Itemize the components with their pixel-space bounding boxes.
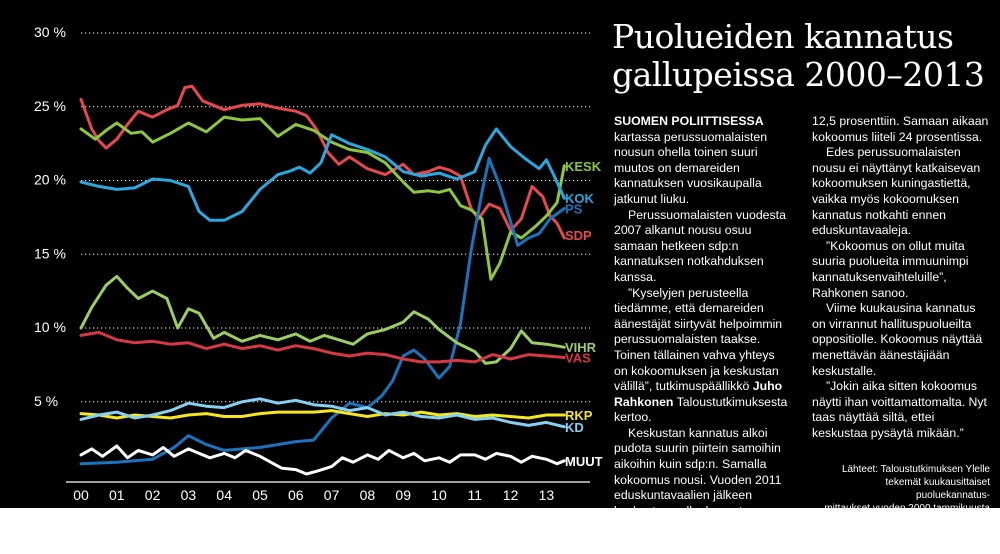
series-label-kok: KOK <box>565 191 595 206</box>
x-axis-ticks: 00 01 02 03 04 05 06 07 08 09 10 11 12 13 <box>73 487 554 503</box>
paragraph: Viime kuukausina kannatus on virrannut h… <box>812 301 983 378</box>
series-line-kd <box>79 397 566 429</box>
series-line-rkp <box>79 409 566 420</box>
x-tick-label: 02 <box>145 487 161 503</box>
series-label-kesk: KESK <box>565 159 602 174</box>
paragraph: SUOMEN POLIITTISESSA kartassa perussuoma… <box>614 114 790 208</box>
x-tick-label: 05 <box>252 487 268 503</box>
series-label-sdp: SDP <box>565 228 592 243</box>
article: Puolueiden kannatus gallupeissa 2000–201… <box>612 18 992 554</box>
sources-line: lähtien ja oikeusministeriön Muutosvaali… <box>869 516 990 541</box>
title-line-2: gallupeissa 2000–2013 <box>612 55 985 94</box>
paragraph: Perussuomalaisten vuodesta 2007 alkanut … <box>614 207 786 284</box>
series-lines <box>79 84 566 476</box>
x-tick-label: 12 <box>503 487 519 503</box>
series-label-ps: PS <box>565 202 583 217</box>
y-tick-label: 25 % <box>34 98 66 114</box>
article-column-2: 12,5 prosenttiin. Samaan aikaan kokoomus… <box>812 114 990 554</box>
series-label-vihr: VIHR <box>565 340 597 355</box>
x-tick-label: 09 <box>395 487 411 503</box>
sources-line: 2011 -tutkimus. <box>922 542 990 554</box>
title-line-1: Puolueiden kannatus <box>612 17 954 56</box>
x-tick-label: 10 <box>431 487 447 503</box>
article-column-1: SUOMEN POLIITTISESSA kartassa perussuoma… <box>614 114 790 535</box>
sources-line: Lähteet: Taloustutkimuksen Ylelle <box>841 464 990 476</box>
sources-line: mittaukset vuoden 2000 tammikuusta <box>824 503 990 515</box>
grid-lines <box>81 32 590 403</box>
paragraph: 12,5 prosenttiin. Samaan aikaan kokoomus… <box>812 114 989 144</box>
x-tick-label: 00 <box>73 487 89 503</box>
paragraph: Keskustan kannatus alkoi pudota suurin p… <box>614 425 782 534</box>
person-name: Juho Rahkonen <box>614 379 783 409</box>
graphic-panel: 30 % 25 % 20 % 15 % 10 % 5 % 00 01 02 03 04 05 06 07… <box>0 0 1000 508</box>
paragraph-text: kartassa perussuomalaisten nousun ohella… <box>614 129 768 206</box>
sources-note: Lähteet: Taloustutkimuksen Ylelle tekemä… <box>812 463 990 554</box>
y-axis-ticks: 30 % 25 % 20 % 15 % 10 % 5 % <box>34 24 66 409</box>
series-line-vihr <box>79 274 566 365</box>
y-tick-label: 15 % <box>34 245 66 261</box>
series-line-ps <box>79 156 566 466</box>
paragraph: ”Jokin aika sitten kokoomus näytti ihan … <box>812 379 987 440</box>
page-title: Puolueiden kannatus gallupeissa 2000–201… <box>612 18 992 94</box>
y-tick-label: 10 % <box>34 319 66 335</box>
series-label-kd: KD <box>565 420 584 435</box>
x-tick-label: 03 <box>181 487 197 503</box>
paragraph: Edes perussuomalaisten nousu ei näyttäny… <box>812 145 981 238</box>
y-tick-label: 30 % <box>34 24 66 40</box>
y-tick-label: 5 % <box>34 393 58 409</box>
quote-source: Taloustutkimuksesta kertoo. <box>614 394 788 425</box>
x-tick-label: 07 <box>324 487 340 503</box>
series-line-kok <box>79 127 566 222</box>
series-line-vas <box>79 330 566 364</box>
paragraph: ”Kokoomus on ollut muita suuria puolueit… <box>812 238 969 300</box>
quote-text: ”Kyselyjen perusteella tiedämme, että de… <box>614 285 783 394</box>
series-line-muut <box>79 444 566 476</box>
x-tick-label: 11 <box>468 487 483 503</box>
x-tick-label: 04 <box>216 487 232 503</box>
x-tick-label: 13 <box>539 487 555 503</box>
series-line-kesk <box>79 115 566 281</box>
lead-in: SUOMEN POLIITTISESSA <box>614 114 764 128</box>
series-label-vas: VAS <box>565 351 591 366</box>
series-label-rkp: RKP <box>565 408 593 423</box>
series-line-sdp <box>79 84 566 240</box>
y-tick-label: 20 % <box>34 172 66 188</box>
x-tick-label: 08 <box>360 487 376 503</box>
line-chart: 30 % 25 % 20 % 15 % 10 % 5 % 00 01 02 03 04 05 06 07… <box>34 24 603 503</box>
series-label-muut: MUUT <box>565 454 603 469</box>
x-tick-label: 01 <box>109 487 125 503</box>
sources-line: tekemät kuukausittaiset puoluekannatus- <box>885 477 991 502</box>
paragraph: ”Kyselyjen perusteella tiedämme, että de… <box>614 286 790 426</box>
x-tick-label: 06 <box>288 487 304 503</box>
